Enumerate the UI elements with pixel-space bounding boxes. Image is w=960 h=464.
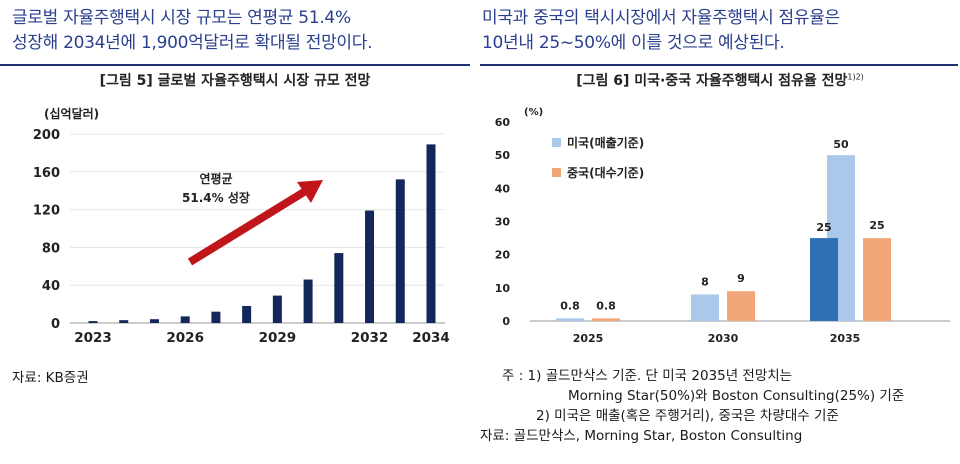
- y-tick-label: 40: [495, 182, 511, 195]
- us-share-bar-2030: [691, 294, 719, 321]
- market-bar-2028: [242, 305, 252, 323]
- left-headline-rule: [0, 64, 470, 66]
- market-bar-2025: [149, 319, 159, 323]
- china-share-bar-2030: [727, 291, 755, 321]
- market-bar-2029: [272, 295, 282, 323]
- left-source: 자료: KB증권: [12, 370, 89, 386]
- market-bar-2024: [119, 320, 129, 323]
- left-headline-line-1: 글로벌 자율주행택시 시장 규모는 연평균 51.4%: [12, 8, 351, 28]
- x-tick-label: 2030: [708, 332, 739, 345]
- market-bar-2026: [180, 316, 190, 323]
- right-headline: 미국과 중국의 택시시장에서 자율주행택시 점유율은 10년내 25~50%에 …: [482, 6, 840, 56]
- x-tick-label: 2034: [412, 330, 450, 346]
- us-data-label: 8: [701, 275, 709, 288]
- china-data-label: 25: [869, 219, 884, 232]
- y-axis-label: (%): [524, 107, 543, 118]
- x-tick-label: 2026: [166, 330, 204, 346]
- left-headline-line-2: 성장해 2034년에 1,900억달러로 확대될 전망이다.: [12, 33, 373, 53]
- left-headline: 글로벌 자율주행택시 시장 규모는 연평균 51.4% 성장해 2034년에 1…: [12, 6, 373, 56]
- right-headline-rule: [480, 64, 958, 66]
- note-line-1: 주 : 1) 골드만삭스 기준. 단 미국 2035년 전망치는: [502, 368, 793, 384]
- market-bar-2031: [334, 253, 344, 323]
- y-tick-label: 30: [495, 216, 511, 229]
- legend-label-china: 중국(대수기준): [567, 165, 644, 180]
- right-figure-title-text: [그림 6] 미국·중국 자율주행택시 점유율 전망: [576, 73, 848, 89]
- cagr-annotation-line-2: 51.4% 성장: [182, 191, 250, 205]
- y-tick-label: 80: [42, 241, 60, 256]
- left-panel: 글로벌 자율주행택시 시장 규모는 연평균 51.4% 성장해 2034년에 1…: [0, 0, 470, 464]
- right-figure-title-sup: 1)2): [847, 72, 864, 82]
- x-tick-label: 2032: [351, 330, 389, 346]
- y-tick-label: 20: [495, 249, 511, 262]
- x-tick-label: 2025: [573, 332, 604, 345]
- note-line-4: 자료: 골드만삭스, Morning Star, Boston Consulti…: [480, 428, 803, 444]
- market-bar-2032: [365, 210, 375, 323]
- right-panel: 미국과 중국의 택시시장에서 자율주행택시 점유율은 10년내 25~50%에 …: [480, 0, 960, 464]
- y-tick-label: 0: [502, 315, 510, 328]
- y-tick-label: 60: [495, 116, 511, 129]
- y-tick-label: 10: [495, 282, 511, 295]
- us-share-bar-2035: [810, 238, 838, 321]
- y-tick-label: 0: [51, 317, 60, 332]
- legend-label-us: 미국(매출기준): [567, 135, 644, 150]
- china-data-label: 9: [737, 272, 745, 285]
- market-bar-2034: [426, 144, 436, 323]
- x-tick-label: 2023: [74, 330, 112, 346]
- china-data-label: 0.8: [596, 299, 616, 312]
- right-figure-title: [그림 6] 미국·중국 자율주행택시 점유율 전망1)2): [480, 70, 960, 90]
- y-tick-label: 160: [33, 166, 60, 181]
- us-data-label: 25: [816, 221, 831, 234]
- left-figure-title: [그림 5] 글로벌 자율주행택시 시장 규모 전망: [99, 73, 371, 89]
- y-axis-label: (십억달러): [44, 106, 99, 121]
- x-tick-label: 2035: [830, 332, 861, 345]
- market-size-chart: (십억달러) 0 40 80 120 160 200 2023 2026 2029 2032 2034…: [33, 106, 450, 346]
- right-headline-line-2: 10년내 25~50%에 이를 것으로 예상된다.: [482, 33, 785, 53]
- china-share-bar-2025: [592, 318, 620, 321]
- y-tick-label: 40: [42, 279, 60, 294]
- right-notes: 주 : 1) 골드만삭스 기준. 단 미국 2035년 전망치는 Morning…: [480, 366, 904, 446]
- legend-swatch-china: [552, 168, 561, 177]
- us-share-bar-2025: [556, 318, 584, 321]
- growth-arrow-head: [297, 180, 323, 203]
- y-tick-label: 50: [495, 149, 511, 162]
- cagr-annotation-line-1: 연평균: [199, 171, 232, 186]
- market-bar-2027: [211, 311, 221, 323]
- legend-swatch-us: [552, 138, 561, 147]
- note-line-2: Morning Star(50%)와 Boston Consulting(25%…: [568, 388, 905, 404]
- china-share-bar-2035: [863, 238, 891, 321]
- market-bar-2033: [395, 179, 405, 323]
- market-bar-2023: [88, 321, 98, 323]
- market-bar-2030: [303, 279, 313, 323]
- us-data-label: 0.8: [560, 299, 580, 312]
- note-line-3: 2) 미국은 매출(혹은 주행거리), 중국은 차량대수 기준: [536, 408, 839, 424]
- x-tick-label: 2029: [259, 330, 297, 346]
- right-headline-line-1: 미국과 중국의 택시시장에서 자율주행택시 점유율은: [482, 8, 840, 28]
- us-alt-data-label: 50: [833, 138, 849, 151]
- growth-arrow-shaft: [187, 188, 307, 266]
- y-tick-label: 120: [33, 204, 60, 219]
- y-tick-label: 200: [33, 128, 60, 143]
